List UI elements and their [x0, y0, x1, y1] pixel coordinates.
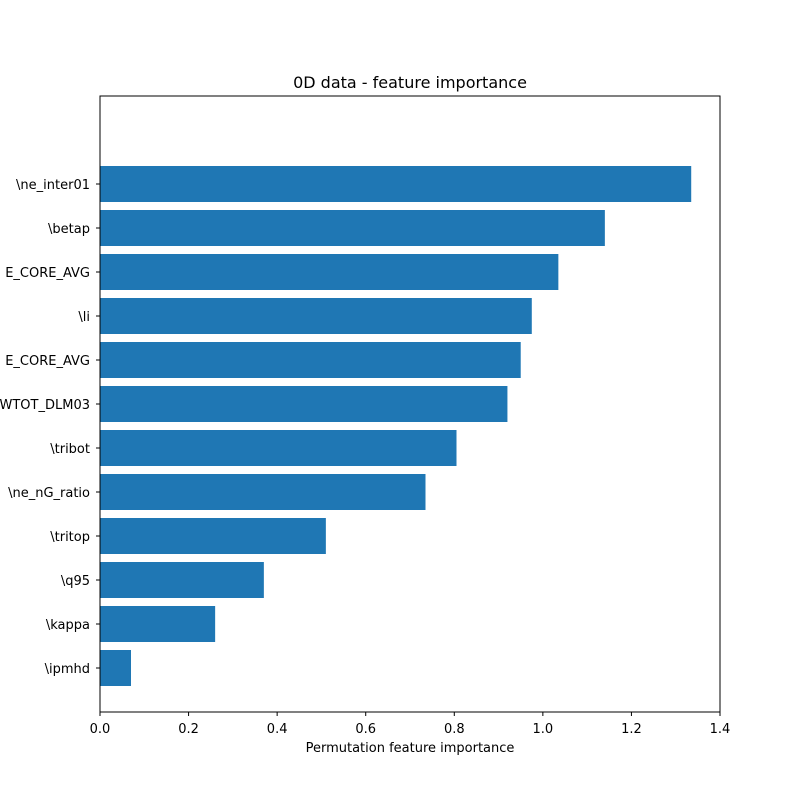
- y-tick-label: \tribot: [50, 442, 90, 457]
- bar: [100, 166, 692, 202]
- x-tick-label: 0.4: [267, 722, 288, 737]
- bar: [100, 254, 559, 290]
- bar: [100, 298, 532, 334]
- bar: [100, 210, 605, 246]
- y-tick-label: WTOT_DLM03: [0, 398, 90, 413]
- x-tick-label: 1.0: [533, 722, 554, 737]
- y-tick-label: \tritop: [50, 530, 90, 545]
- bar: [100, 386, 508, 422]
- x-tick-label: 0.8: [444, 722, 465, 737]
- y-tick-label: E_CORE_AVG: [5, 266, 90, 281]
- x-tick-label: 0.2: [178, 722, 199, 737]
- bar: [100, 562, 264, 598]
- x-tick-label: 0.6: [355, 722, 376, 737]
- plot-frame: [99, 95, 721, 713]
- y-tick-label: \ne_nG_ratio: [8, 486, 90, 501]
- y-tick-label: \ne_inter01: [16, 178, 90, 193]
- y-tick-label: \li: [78, 310, 90, 325]
- x-axis-label: Permutation feature importance: [306, 741, 515, 756]
- chart-title: 0D data - feature importance: [293, 73, 527, 92]
- bar: [100, 650, 131, 686]
- y-tick-label: E_CORE_AVG: [5, 354, 90, 369]
- y-axis-ticks: \ipmhd \kappa \q95 \tritop \ne_nG_ratio \trib…: [0, 178, 100, 677]
- y-tick-label: \q95: [61, 574, 90, 589]
- bars-group: [100, 166, 692, 686]
- y-tick-label: \betap: [48, 222, 90, 237]
- bar: [100, 606, 216, 642]
- bar: [100, 518, 326, 554]
- x-axis-ticks: 0.0 0.2 0.4 0.6 0.8 1.0 1.2 1.4: [90, 712, 731, 737]
- x-tick-label: 1.4: [710, 722, 731, 737]
- y-tick-label: \ipmhd: [45, 662, 90, 677]
- x-tick-label: 0.0: [90, 722, 111, 737]
- y-tick-label: \kappa: [46, 618, 90, 633]
- bar: [100, 474, 426, 510]
- x-tick-label: 1.2: [621, 722, 642, 737]
- bar: [100, 342, 521, 378]
- bar: [100, 430, 457, 466]
